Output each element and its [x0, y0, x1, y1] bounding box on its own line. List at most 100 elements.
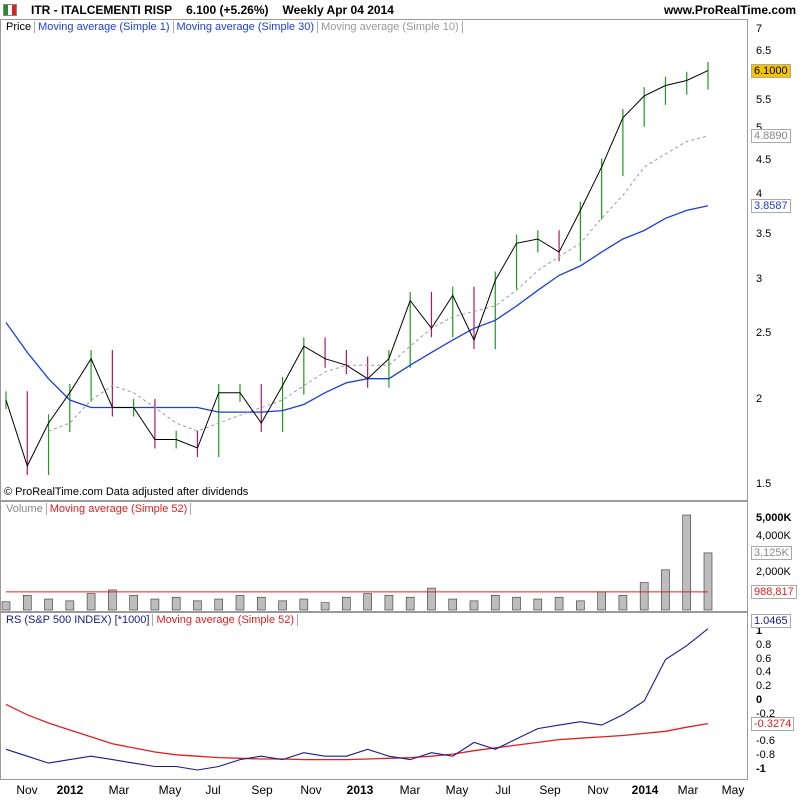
x-tick-label: 2014 [631, 783, 659, 797]
x-tick-label: Nov [300, 783, 322, 797]
rs-ma-tag: -0.3274 [751, 716, 795, 731]
rs-tick-label: -0.8 [756, 749, 775, 762]
volume-tick-label: 5,000K [756, 511, 792, 524]
x-tick-label: Jul [205, 783, 221, 797]
volume-bar [427, 587, 436, 611]
price-tick-label: 4 [756, 188, 763, 201]
x-tick-label: 2012 [56, 783, 84, 797]
x-tick-label: May [158, 783, 182, 797]
legend-ma10: Moving average (Simple 10) [318, 21, 463, 33]
volume-bar [171, 596, 181, 611]
volume-bar [363, 593, 372, 611]
legend-ma30: Moving average (Simple 30) [173, 21, 319, 33]
italy-flag-icon [3, 4, 17, 16]
rs-tick-label: -0.6 [756, 735, 775, 748]
legend-ma1: Moving average (Simple 1) [35, 21, 174, 33]
x-tick-label: Mar [108, 783, 130, 797]
volume-tick-label: 2,000K [756, 566, 791, 579]
price-tick-label: 6.5 [756, 44, 772, 57]
ma1-line [5, 70, 709, 468]
price-legend: Price Moving average (Simple 1) Moving ave… [3, 21, 463, 33]
volume-bar [129, 595, 138, 611]
volume-value-tag: 3,125K [751, 545, 792, 560]
volume-bar [576, 600, 585, 611]
rs-value-tag: 1.0465 [751, 614, 791, 628]
price-tick-label: 3 [756, 273, 763, 286]
legend-rs: RS (S&P 500 INDEX) [*1000] [3, 614, 154, 626]
volume-legend: Volume Moving average (Simple 52) [3, 503, 192, 515]
volume-ma-tag: 988,817 [751, 584, 797, 599]
volume-bar [469, 600, 479, 611]
rs-tick-label: 0.4 [756, 666, 772, 679]
volume-bar [639, 582, 649, 611]
volume-bar [193, 600, 202, 611]
volume-bar [256, 596, 266, 611]
volume-bar [278, 600, 287, 611]
volume-bar [108, 589, 117, 611]
x-tick-label: Sep [251, 783, 273, 797]
price-tick-label: 5 [756, 122, 762, 134]
volume-bar [22, 595, 32, 611]
x-tick-label: Nov [16, 783, 38, 797]
rs-tick-label: 0.8 [756, 638, 772, 651]
price-tick-label: 2.5 [756, 327, 772, 340]
volume-bar [512, 596, 521, 611]
volume-bar [554, 596, 564, 611]
volume-bar [299, 598, 309, 611]
ma10-line [48, 135, 709, 432]
volume-bar [235, 595, 245, 611]
price-tick-label: 5.5 [756, 94, 772, 107]
rs-panel[interactable]: RS (S&P 500 INDEX) [*1000] Moving average… [0, 612, 748, 780]
site-label: www.ProRealTime.com [663, 3, 796, 17]
volume-bar [448, 598, 458, 611]
volume-bar [597, 591, 606, 611]
volume-bar [490, 595, 500, 611]
volume-bar [618, 595, 628, 611]
rs-tick-label: 1 [756, 624, 763, 637]
legend-volume-ma: Moving average (Simple 52) [46, 503, 192, 515]
volume-axis: 5,000K 4,000K 2,000K 3,125K 988,817 [748, 501, 800, 612]
x-tick-label: Sep [539, 783, 561, 797]
volume-bar [703, 552, 713, 611]
volume-bar [44, 598, 53, 611]
rs-axis: 1 0.8 0.6 0.4 0.2 0 -0.2 -0.6 -0.8 -1 1.0465 -0.327… [748, 612, 800, 780]
volume-bar [150, 598, 160, 611]
volume-bar [661, 569, 670, 611]
price-tick-label: 4.5 [756, 153, 772, 166]
rs-tick-label: 0.6 [756, 652, 772, 665]
price-axis: 7 6.5 5.5 5 4.5 4 3.5 3 2.5 2 1.5 6.1000 4.8890 3.858… [748, 19, 800, 501]
price-tick-label: 2 [756, 393, 763, 406]
volume-bar [405, 596, 415, 611]
legend-volume: Volume [3, 503, 47, 515]
price-tick-label: 1.5 [756, 478, 772, 490]
volume-bar [533, 598, 543, 611]
ma10-value-tag: 4.8890 [751, 129, 791, 143]
volume-bar [214, 598, 224, 611]
volume-bar [682, 514, 692, 611]
price-tick-label: 3.5 [756, 227, 772, 240]
copyright-note: © ProRealTime.com Data adjusted after di… [4, 486, 249, 498]
ma30-line [5, 205, 709, 413]
rs-line [5, 628, 709, 771]
x-tick-label: Jul [495, 783, 511, 797]
x-tick-label: May [445, 783, 469, 797]
period-label: Weekly Apr 04 2014 [282, 3, 394, 17]
price-panel[interactable]: Price Moving average (Simple 1) Moving ave… [0, 19, 748, 501]
symbol-label: ITR - ITALCEMENTI RISP [31, 3, 173, 17]
x-tick-label: 2013 [346, 783, 374, 797]
volume-bar [342, 596, 351, 611]
price-tick-label: 7 [756, 23, 763, 35]
header-left: ITR - ITALCEMENTI RISP 6.100 (+5.26%) Week… [3, 3, 408, 17]
volume-bar [86, 593, 96, 611]
rs-tick-label: 0.2 [756, 680, 772, 693]
ma30-value-tag: 3.8587 [751, 198, 791, 213]
volume-tick-label: 4,000K [756, 529, 791, 542]
x-tick-label: Nov [587, 783, 609, 797]
volume-panel[interactable]: Volume Moving average (Simple 52) [0, 501, 748, 612]
volume-bar [65, 600, 75, 611]
x-tick-label: Mar [399, 783, 421, 797]
rs-legend: RS (S&P 500 INDEX) [*1000] Moving average… [3, 614, 299, 626]
rs-tick-label: 0 [756, 693, 763, 706]
volume-bar [1, 601, 11, 611]
